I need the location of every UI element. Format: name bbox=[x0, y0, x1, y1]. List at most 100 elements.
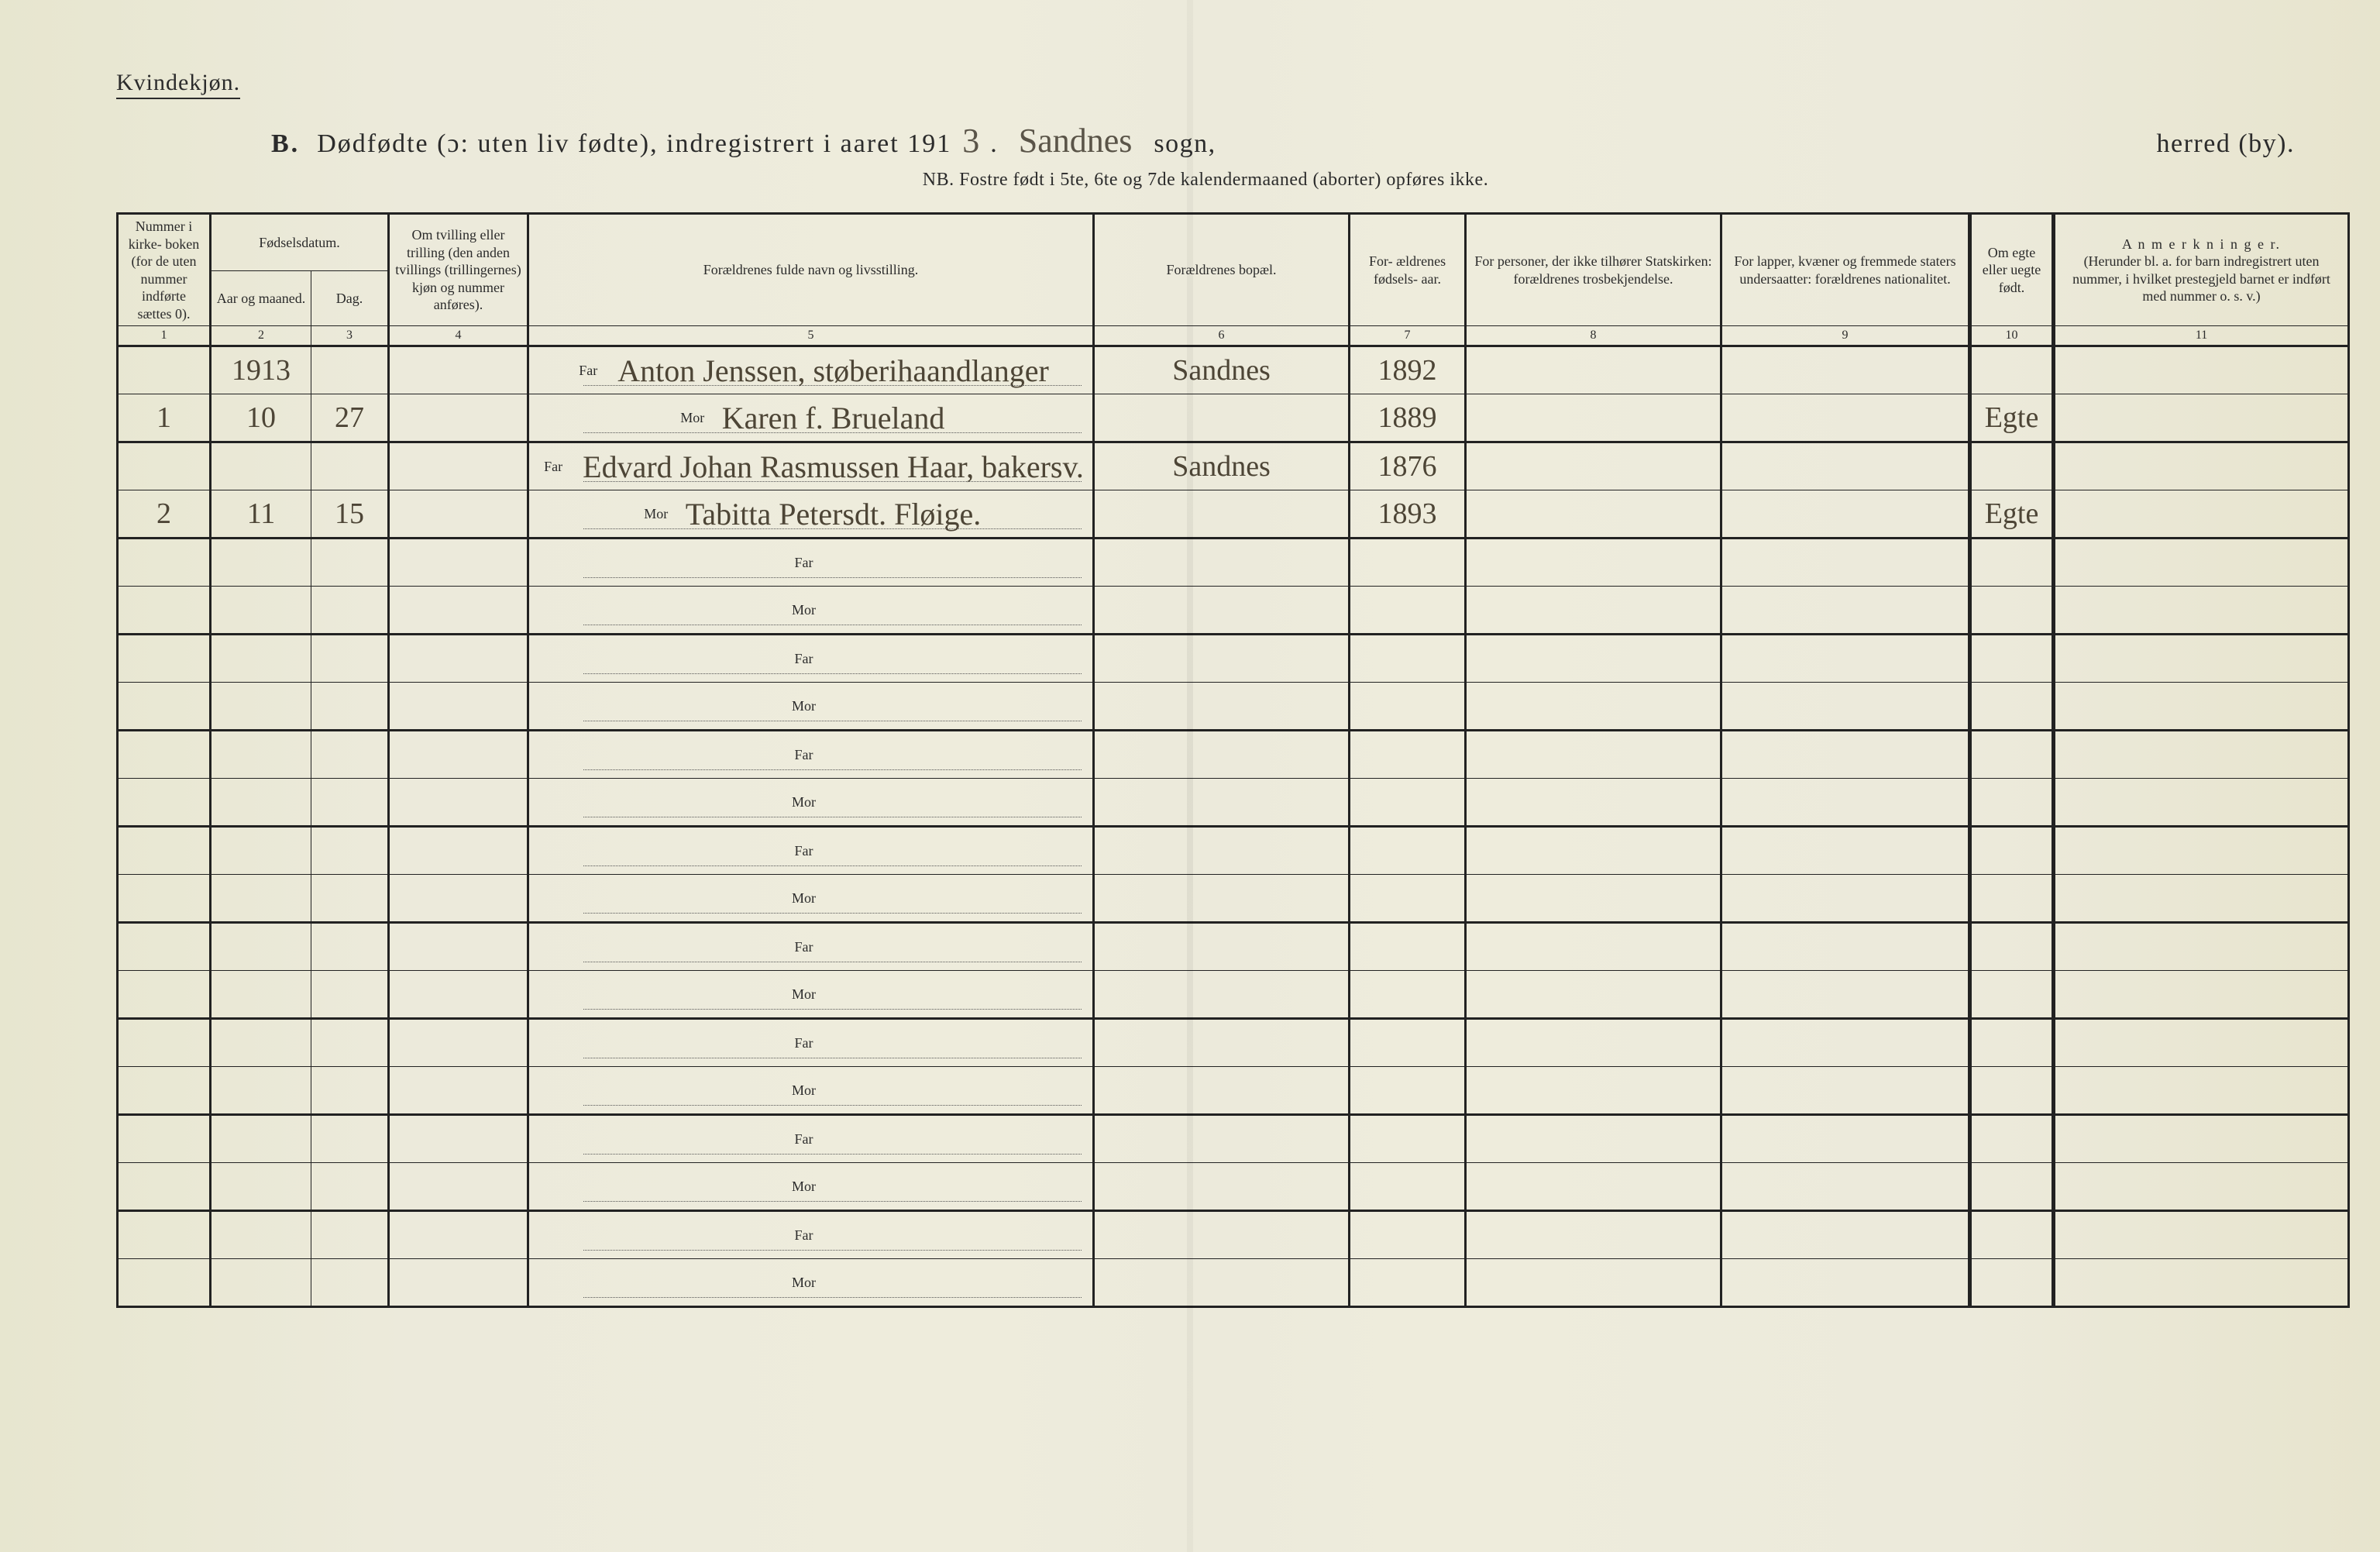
cell-day bbox=[311, 971, 389, 1019]
cell-remarks bbox=[2055, 1259, 2349, 1307]
col-index-4: 4 bbox=[389, 326, 528, 346]
cell-parents-mor: Mor bbox=[528, 1163, 1094, 1211]
cell-mor-birthyear bbox=[1350, 779, 1466, 827]
cell-parents-far: Far bbox=[528, 539, 1094, 587]
cell-twin bbox=[389, 1163, 528, 1211]
cell-twin-top bbox=[389, 1211, 528, 1259]
cell-twin bbox=[389, 587, 528, 635]
cell-year-top bbox=[211, 539, 311, 587]
cell-month bbox=[211, 683, 311, 731]
cell-parents-mor: Mor bbox=[528, 779, 1094, 827]
cell-mor-birthyear: 1893 bbox=[1350, 490, 1466, 539]
stillbirth-ledger-table: Nummer i kirke- boken (for de uten numme… bbox=[116, 212, 2350, 1308]
cell-parents-mor: Mor bbox=[528, 587, 1094, 635]
remarks-title: A n m e r k n i n g e r. bbox=[2122, 236, 2281, 252]
cell-remarks bbox=[2055, 683, 2349, 731]
cell-year-top bbox=[211, 442, 311, 490]
cell-day bbox=[311, 587, 389, 635]
cell-number bbox=[118, 971, 211, 1019]
cell-day-top bbox=[311, 1019, 389, 1067]
cell-year-top bbox=[211, 827, 311, 875]
cell-far-birthyear bbox=[1350, 731, 1466, 779]
cell-month bbox=[211, 971, 311, 1019]
cell-legitimacy-top bbox=[1969, 923, 2055, 971]
cell-far-birthyear: 1892 bbox=[1350, 346, 1466, 394]
cell-day-top bbox=[311, 923, 389, 971]
far-label: Far bbox=[573, 363, 604, 379]
cell-twin-top bbox=[389, 731, 528, 779]
cell-legitimacy: Egte bbox=[1969, 394, 2055, 442]
cell-parents-far: Far bbox=[528, 923, 1094, 971]
sogn-label: sogn, bbox=[1154, 129, 1216, 159]
cell-residence bbox=[1094, 635, 1350, 683]
cell-residence bbox=[1094, 923, 1350, 971]
table-row: Far bbox=[118, 1115, 2349, 1163]
cell-number bbox=[118, 587, 211, 635]
cell-day bbox=[311, 779, 389, 827]
title-main: Dødfødte (ɔ: uten liv fødte), indregistr… bbox=[317, 129, 951, 159]
year-handwritten: 3 bbox=[959, 121, 982, 160]
cell-confession bbox=[1466, 490, 1721, 539]
cell-legitimacy bbox=[1969, 683, 2055, 731]
col-header-remarks: A n m e r k n i n g e r. (Herunder bl. a… bbox=[2055, 214, 2349, 326]
table-row: Far bbox=[118, 923, 2349, 971]
mor-label: Mor bbox=[789, 602, 820, 618]
cell-remarks-top bbox=[2055, 1019, 2349, 1067]
cell-nationality bbox=[1721, 587, 1969, 635]
cell-residence bbox=[1094, 731, 1350, 779]
cell-nationality bbox=[1721, 875, 1969, 923]
cell-nationality-top bbox=[1721, 923, 1969, 971]
cell-twin bbox=[389, 779, 528, 827]
register-page: Kvindekjøn. B. Dødfødte (ɔ: uten liv fød… bbox=[0, 0, 2380, 1552]
cell-nationality-top bbox=[1721, 539, 1969, 587]
cell-confession bbox=[1466, 1163, 1721, 1211]
col-header-parents-birthyear: For- ældrenes fødsels- aar. bbox=[1350, 214, 1466, 326]
table-row: Mor bbox=[118, 1067, 2349, 1115]
cell-legitimacy-top bbox=[1969, 539, 2055, 587]
cell-remarks bbox=[2055, 587, 2349, 635]
cell-day-top bbox=[311, 346, 389, 394]
cell-legitimacy bbox=[1969, 779, 2055, 827]
col-header-day: Dag. bbox=[311, 270, 389, 325]
cell-nationality-top bbox=[1721, 827, 1969, 875]
cell-nationality bbox=[1721, 490, 1969, 539]
cell-remarks-top bbox=[2055, 346, 2349, 394]
cell-number bbox=[118, 1163, 211, 1211]
cell-remarks-top bbox=[2055, 539, 2349, 587]
cell-twin bbox=[389, 683, 528, 731]
cell-remarks-top bbox=[2055, 827, 2349, 875]
cell-day-top bbox=[311, 442, 389, 490]
cell-confession bbox=[1466, 779, 1721, 827]
cell-nationality-top bbox=[1721, 635, 1969, 683]
col-header-number: Nummer i kirke- boken (for de uten numme… bbox=[118, 214, 211, 326]
cell-confession bbox=[1466, 1067, 1721, 1115]
cell-confession bbox=[1466, 587, 1721, 635]
cell-number-top bbox=[118, 442, 211, 490]
table-row: Mor bbox=[118, 1163, 2349, 1211]
cell-twin-top bbox=[389, 442, 528, 490]
cell-legitimacy-top bbox=[1969, 731, 2055, 779]
table-row: Mor bbox=[118, 971, 2349, 1019]
col-index-1: 1 bbox=[118, 326, 211, 346]
table-row: Far bbox=[118, 635, 2349, 683]
cell-legitimacy-top bbox=[1969, 827, 2055, 875]
cell-far-birthyear bbox=[1350, 635, 1466, 683]
table-row: Far bbox=[118, 731, 2349, 779]
cell-mor-birthyear bbox=[1350, 1163, 1466, 1211]
far-label: Far bbox=[538, 459, 569, 475]
cell-number: 2 bbox=[118, 490, 211, 539]
table-row: Far bbox=[118, 827, 2349, 875]
cell-year-top bbox=[211, 635, 311, 683]
cell-twin-top bbox=[389, 1115, 528, 1163]
cell-confession bbox=[1466, 683, 1721, 731]
cell-number-top bbox=[118, 923, 211, 971]
cell-far-birthyear: 1876 bbox=[1350, 442, 1466, 490]
cell-remarks-top bbox=[2055, 442, 2349, 490]
gender-heading: Kvindekjøn. bbox=[116, 70, 240, 99]
cell-number-top bbox=[118, 1211, 211, 1259]
cell-twin-top bbox=[389, 346, 528, 394]
cell-number bbox=[118, 779, 211, 827]
cell-far-birthyear bbox=[1350, 1211, 1466, 1259]
cell-remarks-top bbox=[2055, 1211, 2349, 1259]
cell-parents-far: Far bbox=[528, 1211, 1094, 1259]
